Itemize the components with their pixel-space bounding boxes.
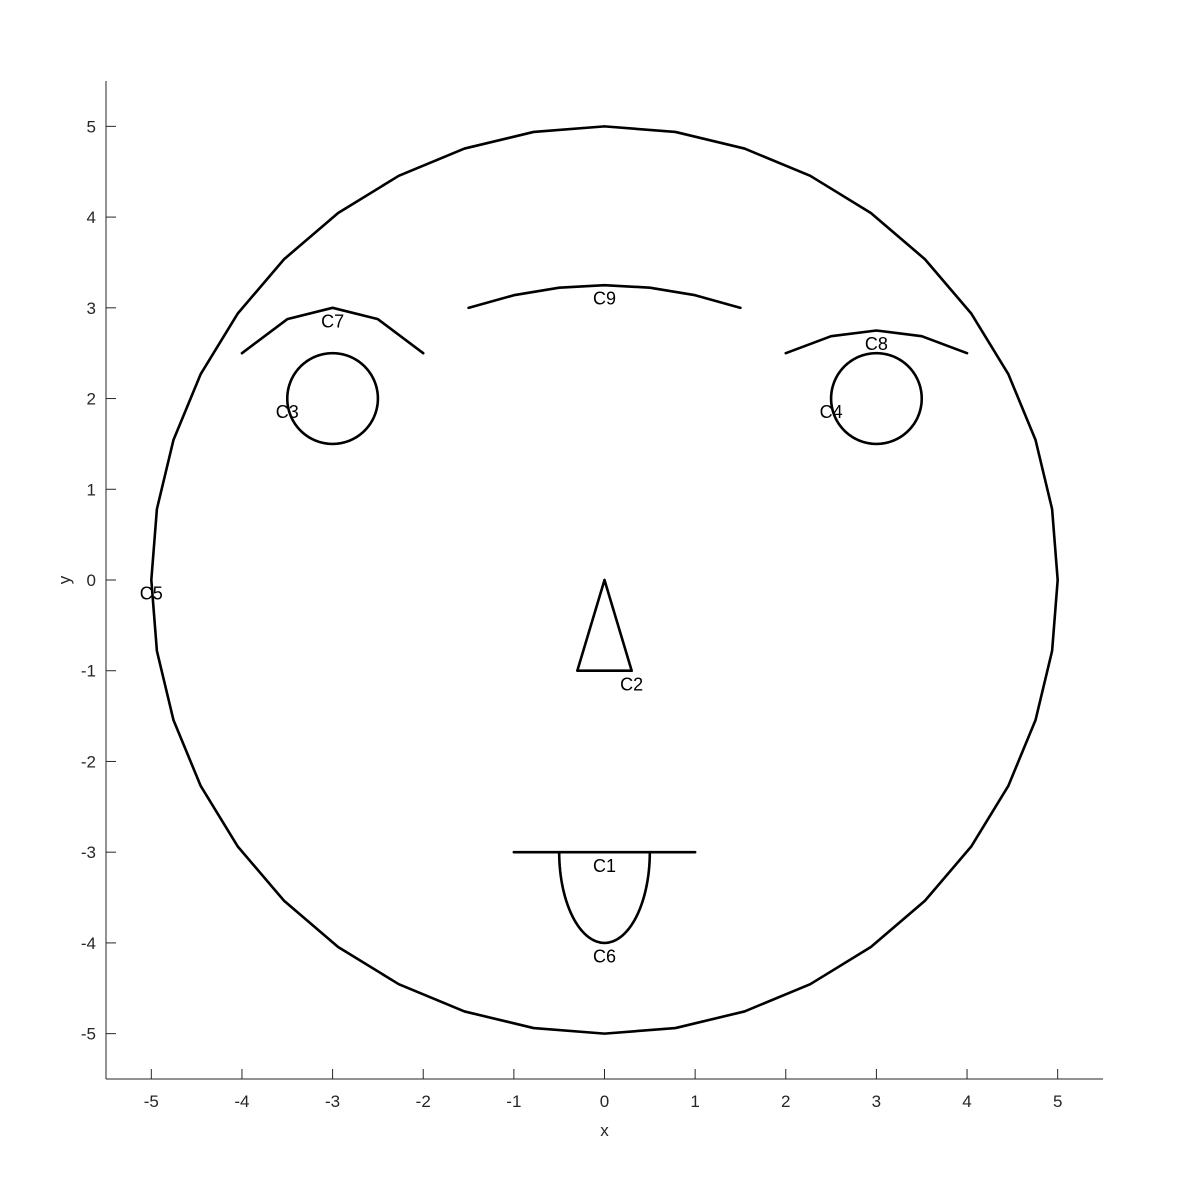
- y-tick-label: 1: [87, 480, 96, 499]
- curve-label-c7: C7: [321, 311, 344, 331]
- y-tick-label: -2: [81, 752, 96, 771]
- axes: -5 -4 -3 -2 -1 0 1 2 3 4 5 -5 -4 -3 -2 -1 0 1 2 3 4 5: [81, 81, 1103, 1111]
- x-tick-label: 4: [962, 1092, 971, 1111]
- curve-c3: [287, 353, 378, 444]
- curve-label-c8: C8: [865, 334, 888, 354]
- curve-label-c4: C4: [820, 402, 843, 422]
- x-tick-label: -3: [325, 1092, 340, 1111]
- y-tick-label: -5: [81, 1025, 96, 1044]
- x-tick-label: -5: [144, 1092, 159, 1111]
- curve-c2: [577, 580, 631, 671]
- x-tick-label: 3: [872, 1092, 881, 1111]
- y-tick-label: -4: [81, 934, 96, 953]
- x-tick-label: 1: [690, 1092, 699, 1111]
- x-tick-label: -4: [234, 1092, 249, 1111]
- y-tick-label: -1: [81, 662, 96, 681]
- y-tick-label: 2: [87, 390, 96, 409]
- curve-label-c5: C5: [140, 584, 163, 604]
- x-axis-label: x: [600, 1121, 609, 1140]
- curves: [151, 126, 1057, 1033]
- curve-label-c1: C1: [593, 856, 616, 876]
- x-tick-label: -2: [416, 1092, 431, 1111]
- curve-label-c3: C3: [276, 402, 299, 422]
- y-tick-label: 3: [87, 299, 96, 318]
- y-tick-label: -3: [81, 843, 96, 862]
- curve-label-c2: C2: [620, 674, 643, 694]
- curve-c4: [831, 353, 922, 444]
- y-tick-label: 4: [87, 208, 96, 227]
- y-tick-label: 0: [87, 571, 96, 590]
- x-tick-label: 0: [600, 1092, 609, 1111]
- x-tick-label: 5: [1053, 1092, 1062, 1111]
- curve-label-c6: C6: [593, 947, 616, 967]
- y-axis-label: y: [55, 575, 74, 584]
- x-tick-label: 2: [781, 1092, 790, 1111]
- curve-label-c9: C9: [593, 289, 616, 309]
- y-tick-label: 5: [87, 117, 96, 136]
- x-tick-label: -1: [506, 1092, 521, 1111]
